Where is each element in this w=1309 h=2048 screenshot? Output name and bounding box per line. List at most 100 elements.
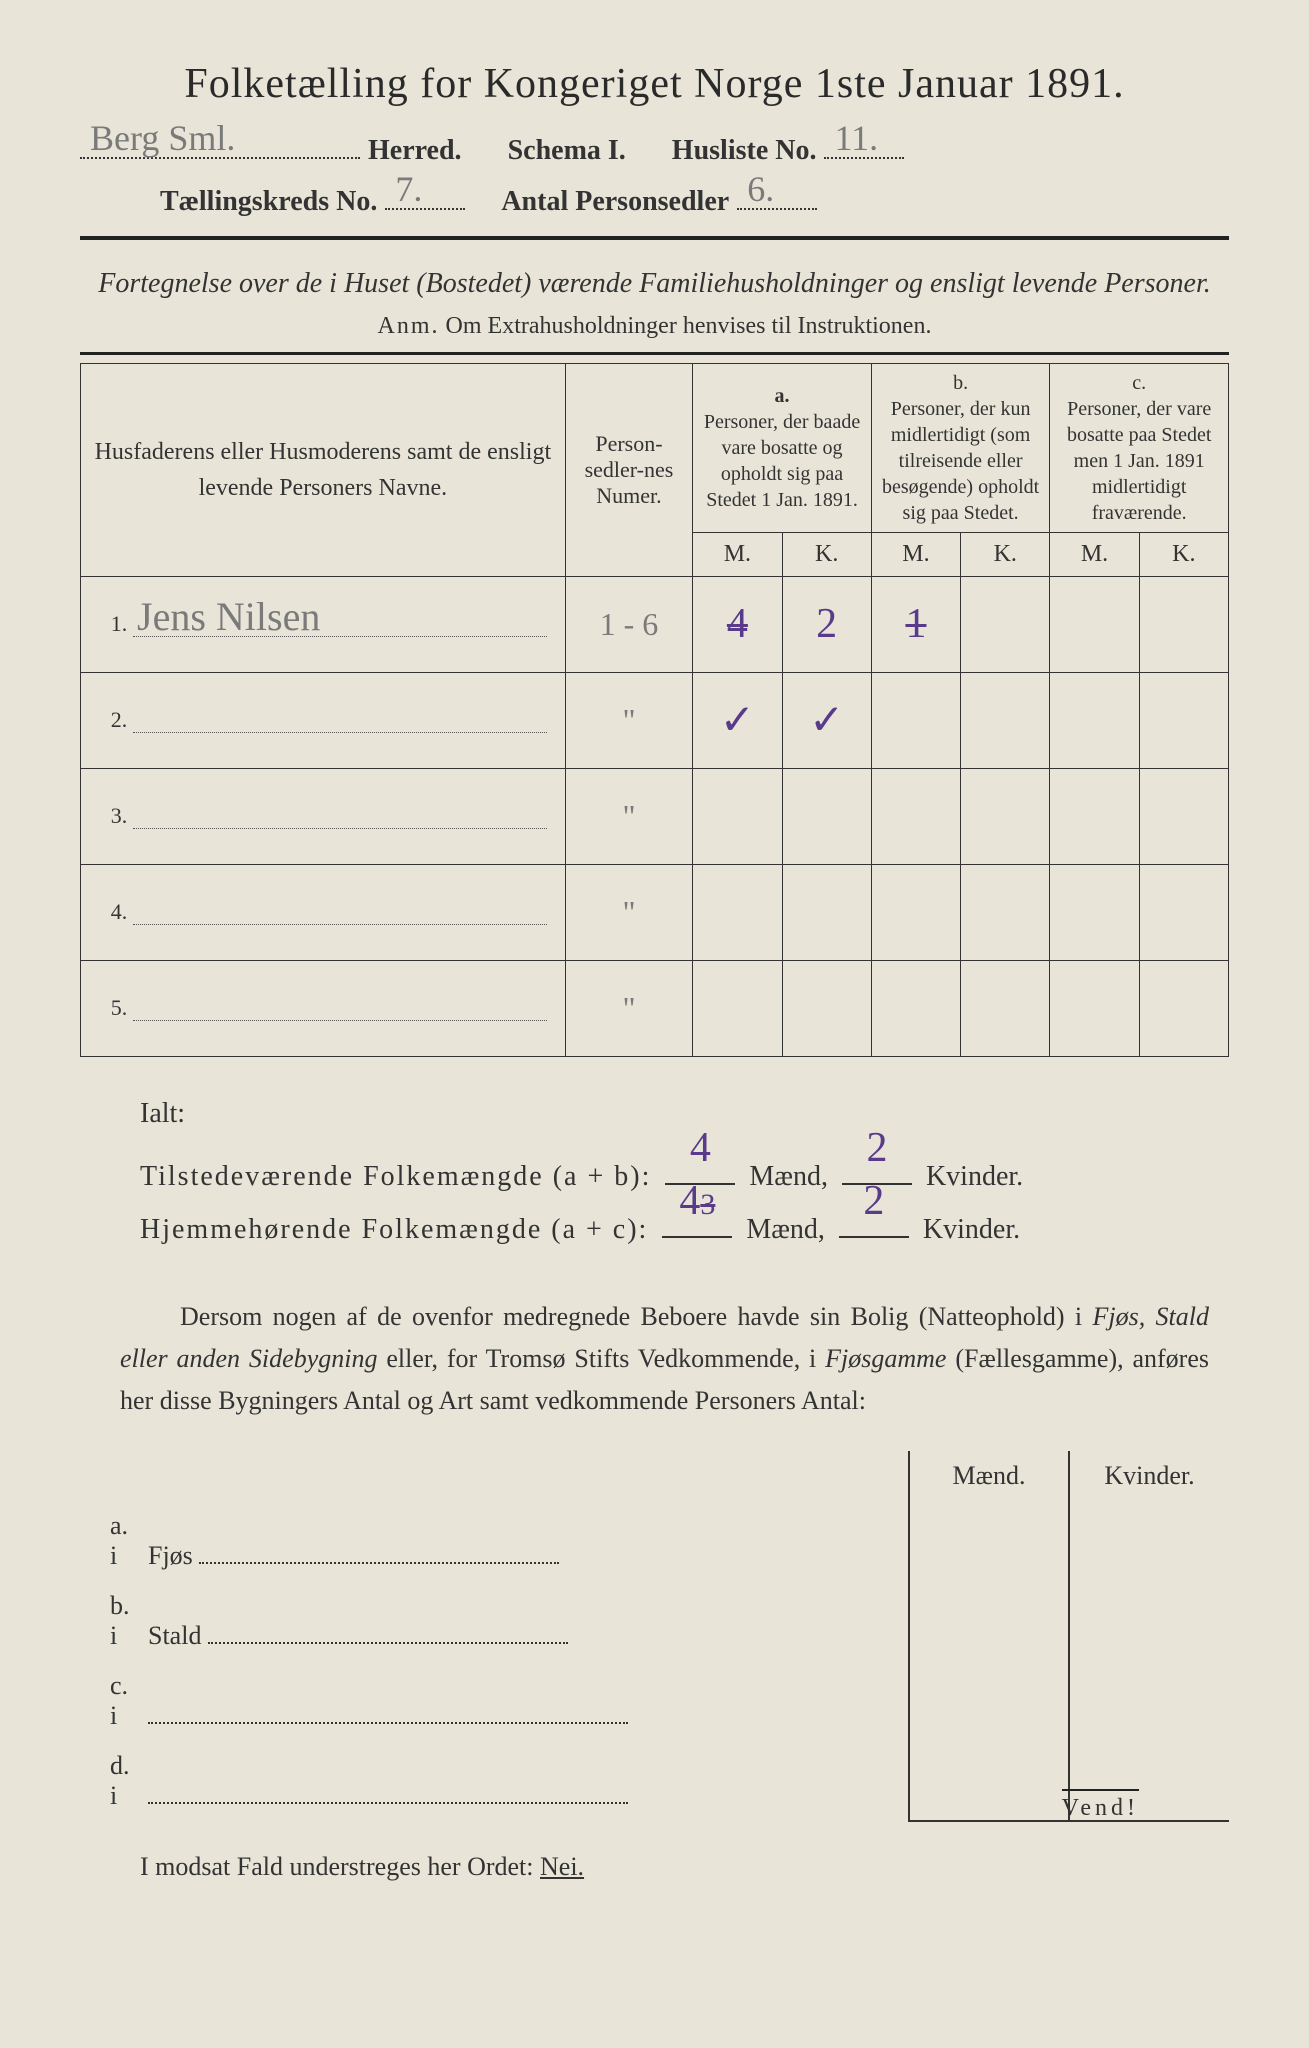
building-paragraph: Dersom nogen af de ovenfor medregnede Be… — [120, 1296, 1209, 1421]
th-a-m: M. — [693, 532, 782, 576]
value-cell — [961, 864, 1050, 960]
hjemme-k-field: 2 — [839, 1207, 909, 1238]
kvinder-1: Kvinder. — [926, 1150, 1023, 1203]
hjemme-label: Hjemmehørende Folkemængde (a + c): — [140, 1203, 648, 1256]
personsedler-field: 6. — [737, 179, 817, 210]
header-row-1: Berg Sml. Herred. Schema I. Husliste No.… — [80, 128, 1229, 167]
kreds-value: 7. — [395, 168, 422, 210]
th-c-text: Personer, der vare bosatte paa Stedet me… — [1067, 398, 1211, 524]
hjemme-m: 43 — [679, 1162, 715, 1242]
lower-row-name: Fjøs — [140, 1501, 909, 1581]
numer-cell: 1 - 6 — [565, 576, 693, 672]
table-row: 5." — [81, 960, 1229, 1056]
personsedler-value: 6. — [747, 168, 774, 210]
numer-cell: " — [565, 768, 693, 864]
hjemme-k: 2 — [863, 1162, 884, 1242]
hjemme-m-field: 43 — [662, 1207, 732, 1238]
name-cell: 3. — [81, 768, 566, 864]
th-b-label: b. — [953, 372, 968, 394]
anm-text: Om Extrahusholdninger henvises til Instr… — [446, 313, 932, 339]
th-b-text: Personer, der kun midlertidigt (som tilr… — [882, 398, 1039, 524]
name-cell: 1.Jens Nilsen — [81, 576, 566, 672]
value-cell — [782, 864, 871, 960]
page-title: Folketælling for Kongeriget Norge 1ste J… — [80, 60, 1229, 108]
value-cell — [961, 672, 1050, 768]
value-cell — [1139, 576, 1228, 672]
lower-kvinder-cell — [1069, 1501, 1229, 1581]
value-cell: ✓ — [782, 672, 871, 768]
note: Anm. Om Extrahusholdninger henvises til … — [80, 313, 1229, 340]
lower-row: d. i — [80, 1741, 1229, 1821]
value-cell — [1050, 576, 1139, 672]
lower-kvinder-cell — [1069, 1581, 1229, 1661]
value-cell — [693, 864, 782, 960]
nei-line: I modsat Fald understreges her Ordet: Ne… — [140, 1852, 1229, 1882]
lower-row-name — [140, 1661, 909, 1741]
lower-maend-cell — [909, 1661, 1069, 1741]
ialt-label: Ialt: — [140, 1087, 1229, 1140]
th-c-k: K. — [1139, 532, 1228, 576]
value-cell: 4 — [693, 576, 782, 672]
value-cell — [1139, 768, 1228, 864]
main-table: Husfaderens eller Husmoderens samt de en… — [80, 363, 1229, 1057]
maend-1: Mænd, — [749, 1150, 828, 1203]
census-form-page: Folketælling for Kongeriget Norge 1ste J… — [80, 60, 1229, 1882]
value-cell — [1050, 960, 1139, 1056]
value-cell — [871, 768, 960, 864]
value-cell — [1050, 864, 1139, 960]
totals-block: Ialt: Tilstedeværende Folkemængde (a + b… — [140, 1087, 1229, 1257]
value-cell: ✓ — [693, 672, 782, 768]
totals-row-2: Hjemmehørende Folkemængde (a + c): 43 Mæ… — [140, 1203, 1229, 1256]
kreds-field: 7. — [385, 179, 465, 210]
value-cell — [961, 576, 1050, 672]
lower-th-maend: Mænd. — [909, 1451, 1069, 1501]
th-b: b. Personer, der kun midlertidigt (som t… — [871, 363, 1050, 532]
name-cell: 5. — [81, 960, 566, 1056]
value-cell — [1139, 960, 1228, 1056]
vend-label: Vend! — [1062, 1789, 1139, 1822]
lower-maend-cell — [909, 1741, 1069, 1821]
lower-row: b. iStald — [80, 1581, 1229, 1661]
th-a-k: K. — [782, 532, 871, 576]
numer-cell: " — [565, 864, 693, 960]
value-cell — [1050, 768, 1139, 864]
th-c: c. Personer, der vare bosatte paa Stedet… — [1050, 363, 1229, 532]
rule-2 — [80, 352, 1229, 355]
value-cell — [871, 960, 960, 1056]
lower-th-kvinder: Kvinder. — [1069, 1451, 1229, 1501]
value-cell — [693, 960, 782, 1056]
herred-label: Herred. — [368, 135, 462, 167]
table-row: 1.Jens Nilsen1 - 6421 — [81, 576, 1229, 672]
table-row: 3." — [81, 768, 1229, 864]
rule-1 — [80, 236, 1229, 240]
th-b-m: M. — [871, 532, 960, 576]
name-cell: 2. — [81, 672, 566, 768]
value-cell — [782, 960, 871, 1056]
th-c-m: M. — [1050, 532, 1139, 576]
lower-row-name: Stald — [140, 1581, 909, 1661]
lower-table: Mænd. Kvinder. a. iFjøs b. iStald c. id.… — [80, 1451, 1229, 1822]
th-a-label: a. — [775, 385, 790, 407]
th-a: a. Personer, der baade vare bosatte og o… — [693, 363, 872, 532]
table-row: 2."✓✓ — [81, 672, 1229, 768]
value-cell — [782, 768, 871, 864]
lower-row: a. iFjøs — [80, 1501, 1229, 1581]
value-cell — [871, 864, 960, 960]
schema-label: Schema I. — [508, 135, 626, 167]
value-cell — [693, 768, 782, 864]
value-cell — [961, 960, 1050, 1056]
th-name: Husfaderens eller Husmoderens samt de en… — [81, 363, 566, 576]
husliste-field: 11. — [824, 128, 904, 159]
tilstede-label: Tilstedeværende Folkemængde (a + b): — [140, 1150, 651, 1203]
lower-kvinder-cell — [1069, 1661, 1229, 1741]
herred-field: Berg Sml. — [80, 128, 360, 159]
kreds-label: Tællingskreds No. — [160, 186, 377, 218]
lower-row-label: a. i — [80, 1501, 140, 1581]
para-t1: Dersom nogen af de ovenfor medregnede Be… — [180, 1302, 1092, 1331]
maend-2: Mænd, — [746, 1203, 825, 1256]
nei-text: I modsat Fald understreges her Ordet: — [140, 1852, 540, 1881]
lower-maend-cell — [909, 1501, 1069, 1581]
husliste-label: Husliste No. — [672, 135, 817, 167]
value-cell — [1139, 672, 1228, 768]
value-cell — [961, 768, 1050, 864]
